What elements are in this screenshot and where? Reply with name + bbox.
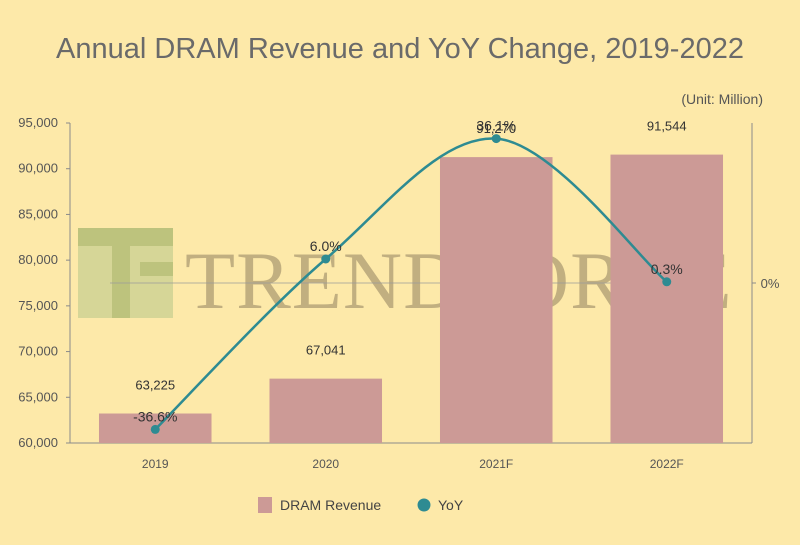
- y-tick-label: 90,000: [18, 161, 58, 176]
- bar: [610, 154, 724, 443]
- bar: [269, 378, 383, 443]
- yoy-point: [150, 424, 160, 434]
- yoy-data-label: 6.0%: [310, 238, 342, 254]
- x-tick-label: 2020: [312, 457, 339, 471]
- yoy-point: [491, 134, 501, 144]
- y2-zero-label: 0%: [761, 276, 780, 291]
- yoy-point: [321, 254, 331, 264]
- bar-data-label: 67,041: [306, 343, 346, 358]
- yoy-labels: -36.6% 6.0% 36.1% 0.3%: [133, 118, 683, 425]
- bar-data-label: 63,225: [135, 378, 175, 393]
- legend: DRAM Revenue YoY: [258, 497, 464, 513]
- yoy-point: [662, 277, 672, 287]
- bar-labels: 63,225 67,041 91,270 91,544: [135, 119, 686, 393]
- y-tick-label: 65,000: [18, 389, 58, 404]
- legend-item-yoy: YoY: [438, 497, 464, 513]
- y-tick-label: 70,000: [18, 344, 58, 359]
- y-tick-label: 75,000: [18, 298, 58, 313]
- x-tick-label: 2021F: [479, 457, 513, 471]
- legend-item-dram-revenue: DRAM Revenue: [280, 497, 381, 513]
- yoy-data-label: 0.3%: [651, 261, 683, 277]
- y-tick-label: 95,000: [18, 115, 58, 130]
- yoy-line-layer: [150, 134, 672, 434]
- chart-title: Annual DRAM Revenue and YoY Change, 2019…: [56, 33, 744, 65]
- bar: [439, 157, 553, 444]
- watermark-logo-icon: [78, 228, 173, 318]
- bar-data-label: 91,270: [476, 121, 516, 136]
- bars: [98, 154, 724, 444]
- unit-note: (Unit: Million): [681, 91, 763, 107]
- yoy-data-label: 36.1%: [476, 118, 516, 134]
- x-tick-label: 2019: [142, 457, 169, 471]
- y-tick-label: 80,000: [18, 252, 58, 267]
- bar-data-label: 91,544: [647, 119, 687, 134]
- yoy-data-label: -36.6%: [133, 408, 177, 424]
- legend-bar-swatch: [258, 497, 272, 513]
- yoy-line: [154, 137, 668, 431]
- legend-line-swatch: [417, 498, 431, 512]
- x-tick-label: 2022F: [650, 457, 684, 471]
- y-tick-label: 60,000: [18, 435, 58, 450]
- axes: 60,000 65,000 70,000 75,000 80,000 85,000 90,0…: [18, 115, 780, 471]
- y-tick-label: 85,000: [18, 206, 58, 221]
